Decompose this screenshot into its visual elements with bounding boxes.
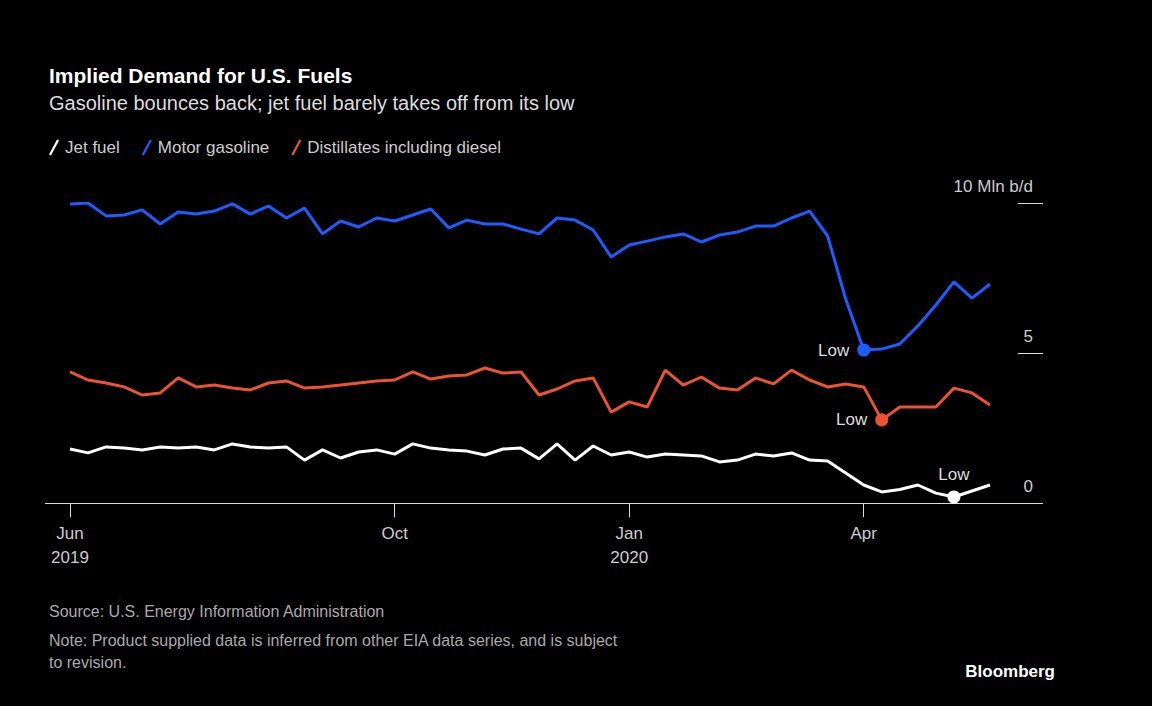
svg-text:2020: 2020 xyxy=(610,548,648,567)
svg-text:Motor gasoline: Motor gasoline xyxy=(158,138,270,157)
svg-text:Gasoline bounces back; jet fue: Gasoline bounces back; jet fuel barely t… xyxy=(49,92,575,114)
svg-text:Bloomberg: Bloomberg xyxy=(965,662,1055,681)
svg-text:Jan: Jan xyxy=(616,524,643,543)
svg-text:Low: Low xyxy=(836,410,868,429)
svg-text:Distillates including diesel: Distillates including diesel xyxy=(307,138,501,157)
svg-text:5: 5 xyxy=(1024,327,1033,346)
svg-text:Note: Product supplied data is: Note: Product supplied data is inferred … xyxy=(49,632,618,649)
svg-text:Implied Demand for U.S. Fuels: Implied Demand for U.S. Fuels xyxy=(49,64,352,87)
svg-text:Jun: Jun xyxy=(56,524,83,543)
svg-text:0: 0 xyxy=(1024,477,1033,496)
svg-text:Low: Low xyxy=(818,341,850,360)
svg-text:Apr: Apr xyxy=(850,524,877,543)
svg-text:10 Mln b/d: 10 Mln b/d xyxy=(954,177,1033,196)
svg-text:Low: Low xyxy=(938,465,970,484)
svg-text:Oct: Oct xyxy=(381,524,408,543)
svg-text:2019: 2019 xyxy=(51,548,89,567)
svg-text:Jet fuel: Jet fuel xyxy=(65,138,120,157)
svg-text:Source: U.S. Energy Informatio: Source: U.S. Energy Information Administ… xyxy=(49,603,384,620)
svg-text:to revision.: to revision. xyxy=(49,654,126,671)
